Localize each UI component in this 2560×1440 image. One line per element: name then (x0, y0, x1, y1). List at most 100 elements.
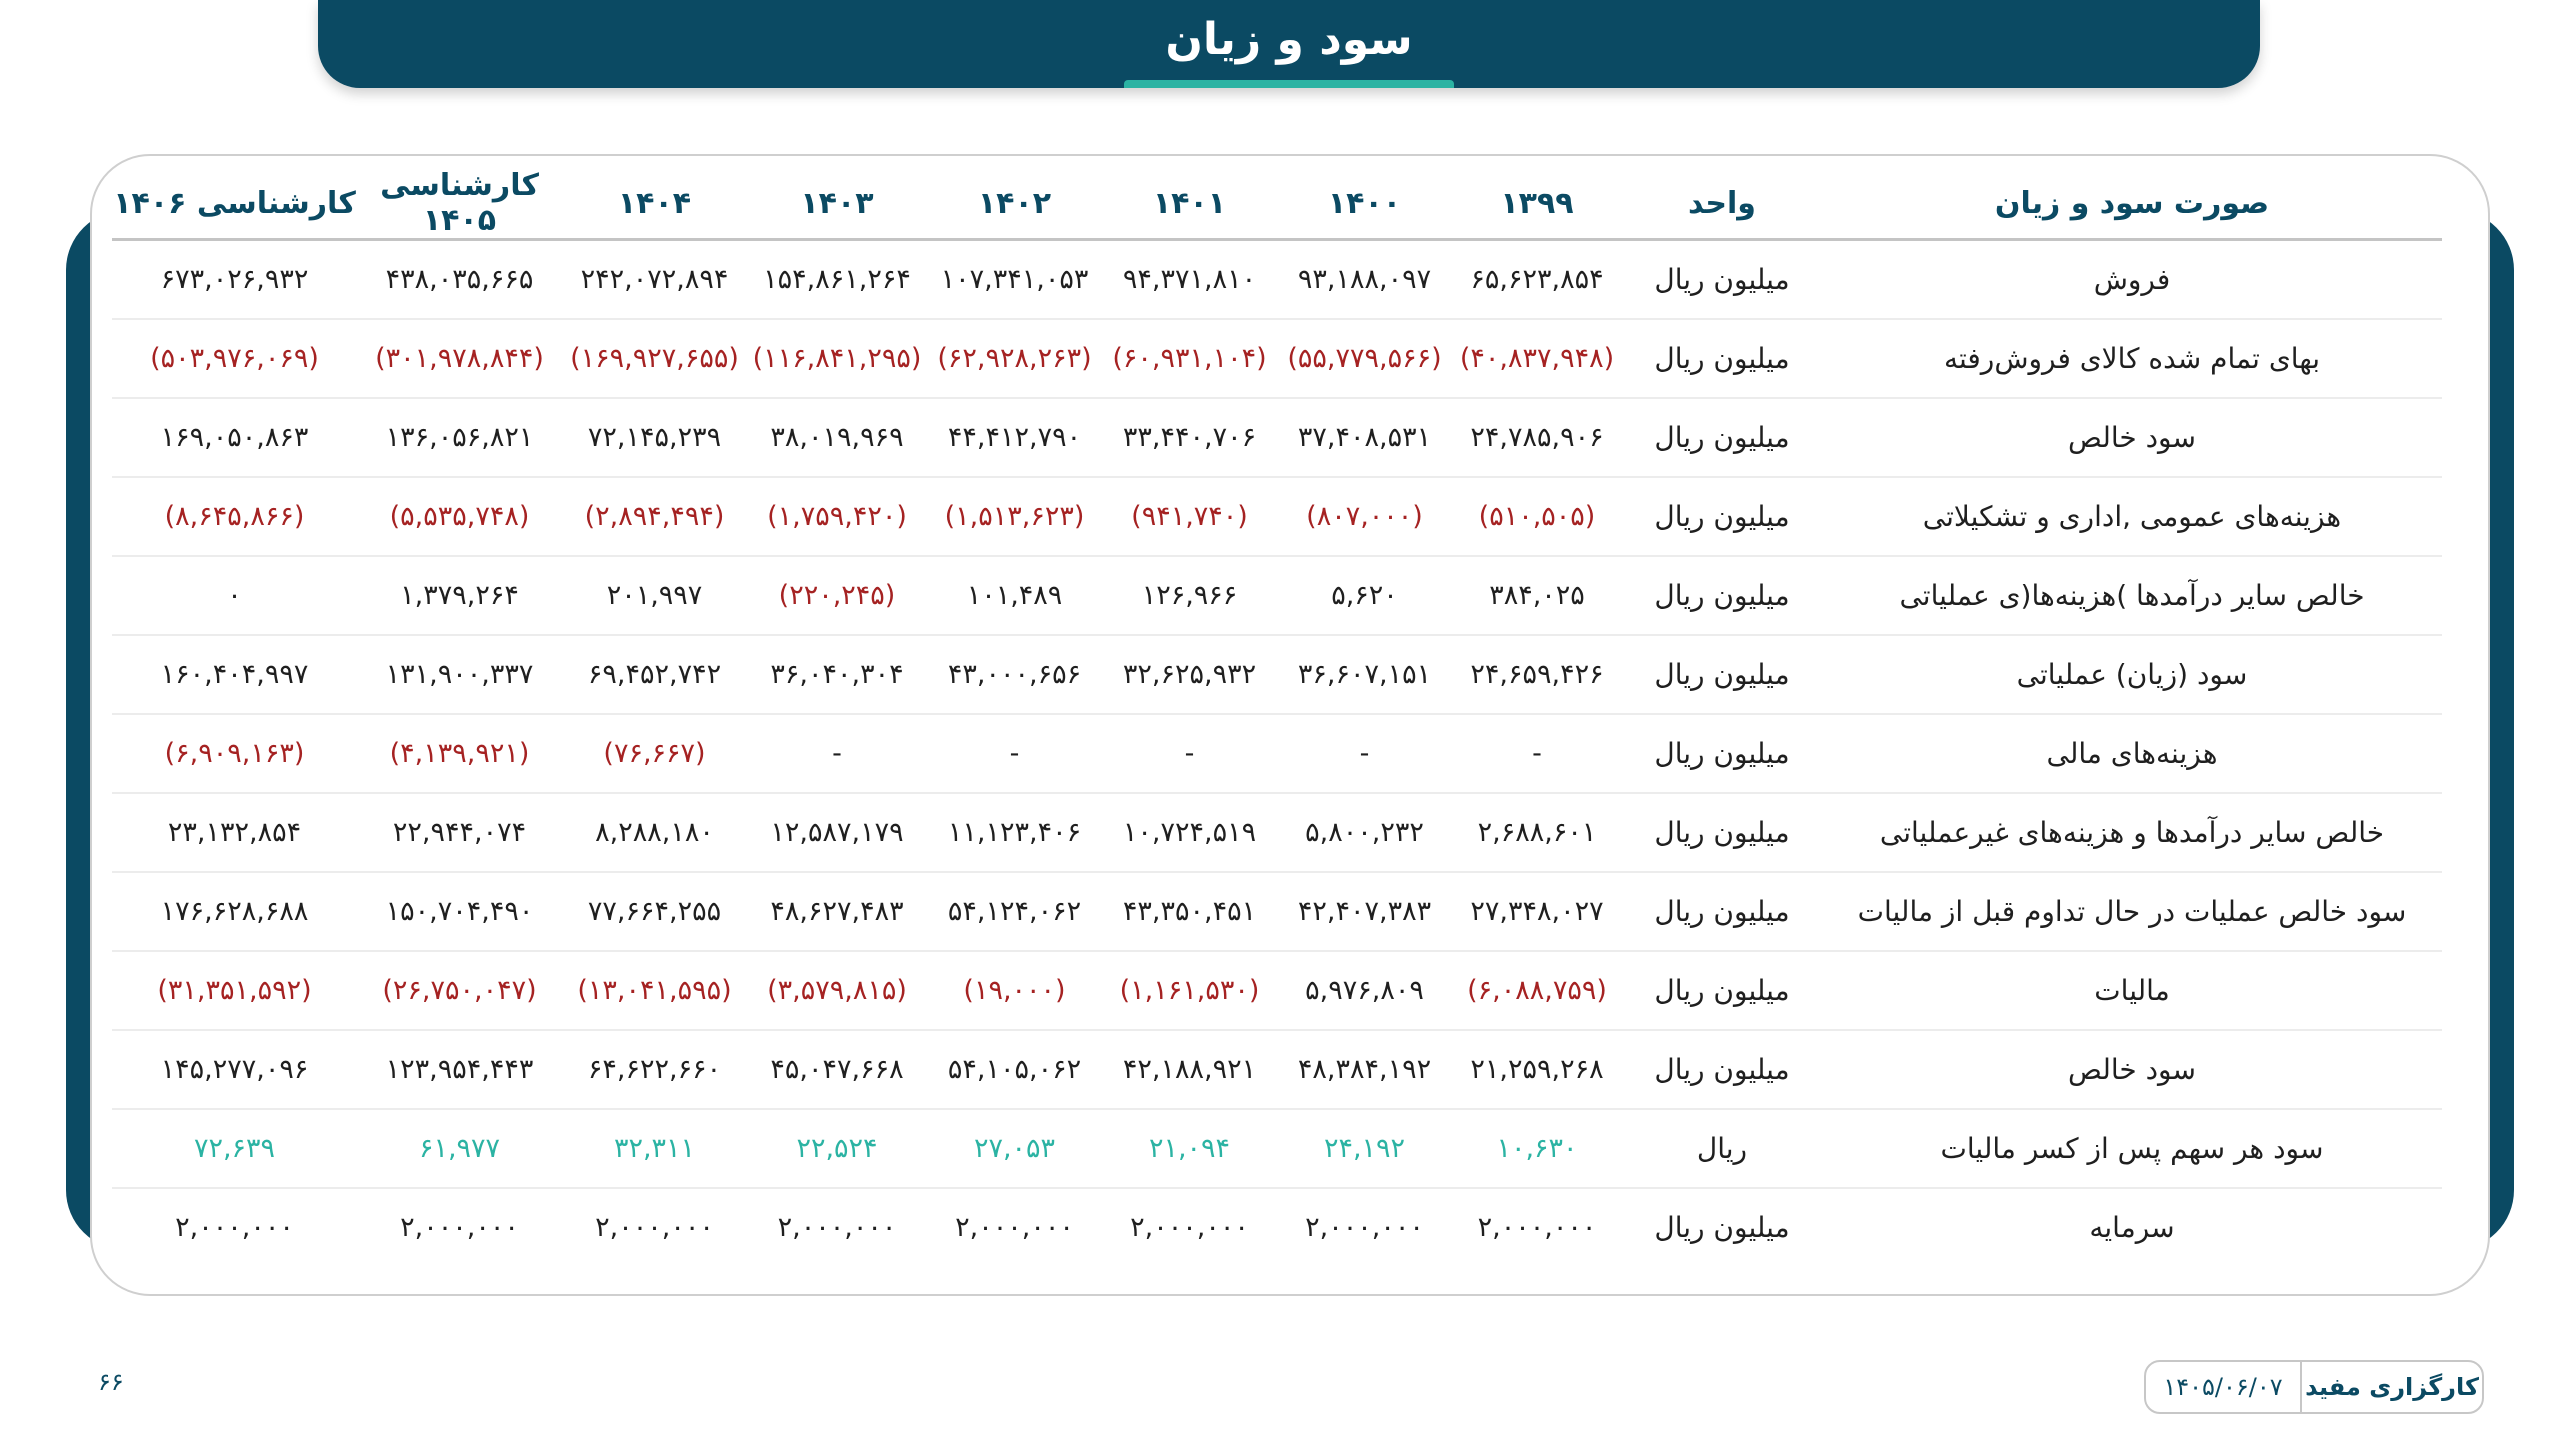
row-unit: میلیون ریال (1622, 1030, 1822, 1110)
table-cell: ۲۲,۹۴۴,۰۷۴ (357, 793, 562, 873)
row-unit: میلیون ریال (1622, 398, 1822, 478)
table-cell: (۳۱,۳۵۱,۵۹۲) (112, 951, 357, 1031)
table-cell: (۱,۵۱۳,۶۲۳) (927, 477, 1102, 557)
table-cell: ۱,۳۷۹,۲۶۴ (357, 556, 562, 636)
row-label: سود هر سهم پس از کسر مالیات (1822, 1109, 2442, 1189)
row-label: مالیات (1822, 951, 2442, 1031)
table-cell: ۷۷,۶۶۴,۲۵۵ (562, 872, 747, 952)
column-header: ۱۴۰۰ (1277, 168, 1452, 241)
table-cell: ۶۱,۹۷۷ (357, 1109, 562, 1189)
row-label: سود خالص (1822, 398, 2442, 478)
table-cell: (۵۱۰,۵۰۵) (1452, 477, 1622, 557)
table-cell: ۲۴,۷۸۵,۹۰۶ (1452, 398, 1622, 478)
table-cell: (۱,۱۶۱,۵۳۰) (1102, 951, 1277, 1031)
table-cell: - (1452, 714, 1622, 794)
table-cell: ۹۳,۱۸۸,۰۹۷ (1277, 239, 1452, 320)
table-cell: (۶,۹۰۹,۱۶۳) (112, 714, 357, 794)
column-header: ۱۳۹۹ (1452, 168, 1622, 241)
table-row: هزینه‌های مالی میلیون ریال - - - - - (۷۶,۶۶۷) (۴… (112, 714, 2442, 794)
table-cell: ۶۴,۶۲۲,۶۶۰ (562, 1030, 747, 1110)
title-accent-bar (1124, 80, 1454, 88)
column-header: ۱۴۰۲ (927, 168, 1102, 241)
table-cell: (۵۰۳,۹۷۶,۰۶۹) (112, 319, 357, 399)
table-cell: ۲,۰۰۰,۰۰۰ (1477, 1212, 1597, 1243)
row-label: هزینه‌های مالی (1822, 714, 2442, 794)
row-label: خالص سایر درآمدها )هزینه‌ها(ی عملیاتی (1822, 556, 2442, 636)
table-cell: ۸,۲۸۸,۱۸۰ (562, 793, 747, 873)
table-cell: ۲,۰۰۰,۰۰۰ (777, 1212, 897, 1243)
table-cell: (۳۰۱,۹۷۸,۸۴۴) (357, 319, 562, 399)
table-cell: ۱۳۶,۰۵۶,۸۲۱ (357, 398, 562, 478)
table-cell: (۶۲,۹۲۸,۲۶۳) (927, 319, 1102, 399)
table-cell: (۸۰۷,۰۰۰) (1277, 477, 1452, 557)
table-cell: ۱۶۹,۰۵۰,۸۶۳ (112, 398, 357, 478)
income-statement-card: صورت سود و زیان واحد ۱۳۹۹ ۱۴۰۰ ۱۴۰۱ ۱۴۰۲ ۱۴۰۳ ۱… (90, 154, 2490, 1296)
table-row: سود هر سهم پس از کسر مالیات ریال ۱۰,۶۳۰ ۲۴,… (112, 1109, 2442, 1189)
column-header: صورت سود و زیان (1822, 168, 2442, 241)
row-unit: ریال (1622, 1109, 1822, 1189)
row-unit: میلیون ریال (1622, 872, 1822, 952)
broker-brand: کارگزاری مفید (2300, 1362, 2482, 1412)
table-cell: ۳۲,۶۲۵,۹۳۲ (1102, 635, 1277, 715)
table-cell: (۱۳,۰۴۱,۵۹۵) (562, 951, 747, 1031)
table-cell: ۲,۰۰۰,۰۰۰ (955, 1212, 1074, 1243)
table-cell: ۳۸۴,۰۲۵ (1452, 556, 1622, 636)
table-row: هزینه‌های عمومی ,اداری و تشکیلاتی میلیون … (112, 477, 2442, 557)
row-unit: میلیون ریال (1622, 477, 1822, 557)
table-cell: (۱۹,۰۰۰) (927, 951, 1102, 1031)
table-cell: ۳۷,۴۰۸,۵۳۱ (1277, 398, 1452, 478)
row-unit: میلیون ریال (1622, 793, 1822, 873)
table-cell: (۵,۵۳۵,۷۴۸) (357, 477, 562, 557)
table-cell: (۴۰,۸۳۷,۹۴۸) (1452, 319, 1622, 399)
table-row: سود خالص میلیون ریال ۲۴,۷۸۵,۹۰۶ ۳۷,۴۰۸,۵۳۱ ۳… (112, 398, 2442, 478)
table-cell: ۲,۶۸۸,۶۰۱ (1452, 793, 1622, 873)
table-cell: ۲۳,۱۳۲,۸۵۴ (112, 793, 357, 873)
table-row: بهای تمام شده کالای فروش‌رفته میلیون ریال… (112, 319, 2442, 399)
row-label: سود خالص (1822, 1030, 2442, 1110)
report-date: ۱۴۰۵/۰۶/۰۷ (2163, 1373, 2283, 1401)
row-unit: میلیون ریال (1622, 951, 1822, 1031)
table-cell: ۴۸,۶۲۷,۴۸۳ (747, 872, 927, 952)
table-header-row: صورت سود و زیان واحد ۱۳۹۹ ۱۴۰۰ ۱۴۰۱ ۱۴۰۲ ۱۴۰۳ ۱… (112, 168, 2442, 241)
table-cell: ۴۸,۳۸۴,۱۹۲ (1277, 1030, 1452, 1110)
row-label: هزینه‌های عمومی ,اداری و تشکیلاتی (1822, 477, 2442, 557)
table-row: سود خالص عملیات در حال تداوم قبل از مالی… (112, 872, 2442, 952)
table-cell: (۳,۵۷۹,۸۱۵) (747, 951, 927, 1031)
table-cell: - (927, 714, 1102, 794)
header-banner: سود و زیان (318, 0, 2260, 88)
table-cell: ۱۲,۵۸۷,۱۷۹ (747, 793, 927, 873)
table-cell: ۱۱,۱۲۳,۴۰۶ (927, 793, 1102, 873)
table-cell: ۵,۶۲۰ (1277, 556, 1452, 636)
table-cell: (۱۱۶,۸۴۱,۲۹۵) (747, 319, 927, 399)
table-row: مالیات میلیون ریال (۶,۰۸۸,۷۵۹) ۵,۹۷۶,۸۰۹ (۱,… (112, 951, 2442, 1031)
table-cell: ۲,۰۰۰,۰۰۰ (1305, 1212, 1424, 1243)
table-cell: ۲۲,۵۲۴ (747, 1109, 927, 1189)
column-header: کارشناسی ۱۴۰۶ (112, 168, 357, 241)
table-cell: (۲,۸۹۴,۴۹۴) (562, 477, 747, 557)
table-cell: ۱۰۱,۴۸۹ (927, 556, 1102, 636)
row-label: بهای تمام شده کالای فروش‌رفته (1822, 319, 2442, 399)
table-cell: - (1277, 714, 1452, 794)
table-cell: ۰ (112, 556, 357, 636)
table-cell: ۶۹,۴۵۲,۷۴۲ (562, 635, 747, 715)
row-unit: میلیون ریال (1622, 714, 1822, 794)
table-cell: ۴۳,۰۰۰,۶۵۶ (927, 635, 1102, 715)
table-cell: ۲,۰۰۰,۰۰۰ (400, 1212, 519, 1243)
table-cell: ۱۵۰,۷۰۴,۴۹۰ (357, 872, 562, 952)
table-cell: ۶۵,۶۲۳,۸۵۴ (1452, 239, 1622, 320)
table-cell: ۲,۰۰۰,۰۰۰ (595, 1212, 714, 1243)
table-row: خالص سایر درآمدها و هزینه‌های غیرعملیاتی… (112, 793, 2442, 873)
table-cell: ۴۳,۳۵۰,۴۵۱ (1102, 872, 1277, 952)
table-row: فروش میلیون ریال ۶۵,۶۲۳,۸۵۴ ۹۳,۱۸۸,۰۹۷ ۹۴,۳۷… (112, 239, 2442, 320)
row-label: سود خالص عملیات در حال تداوم قبل از مالی… (1822, 872, 2442, 952)
table-cell: ۱۲۶,۹۶۶ (1102, 556, 1277, 636)
table-cell: ۷۲,۶۳۹ (112, 1109, 357, 1189)
table-cell: ۱۵۴,۸۶۱,۲۶۴ (747, 239, 927, 320)
table-cell: ۲۷,۳۴۸,۰۲۷ (1452, 872, 1622, 952)
table-cell: ۵۴,۱۰۵,۰۶۲ (927, 1030, 1102, 1110)
table-cell: ۱۶۰,۴۰۴,۹۹۷ (112, 635, 357, 715)
table-cell: ۱۰۷,۳۴۱,۰۵۳ (927, 239, 1102, 320)
table-cell: (۲۶,۷۵۰,۰۴۷) (357, 951, 562, 1031)
table-cell: ۲۴,۱۹۲ (1277, 1109, 1452, 1189)
row-unit: میلیون ریال (1622, 239, 1822, 320)
